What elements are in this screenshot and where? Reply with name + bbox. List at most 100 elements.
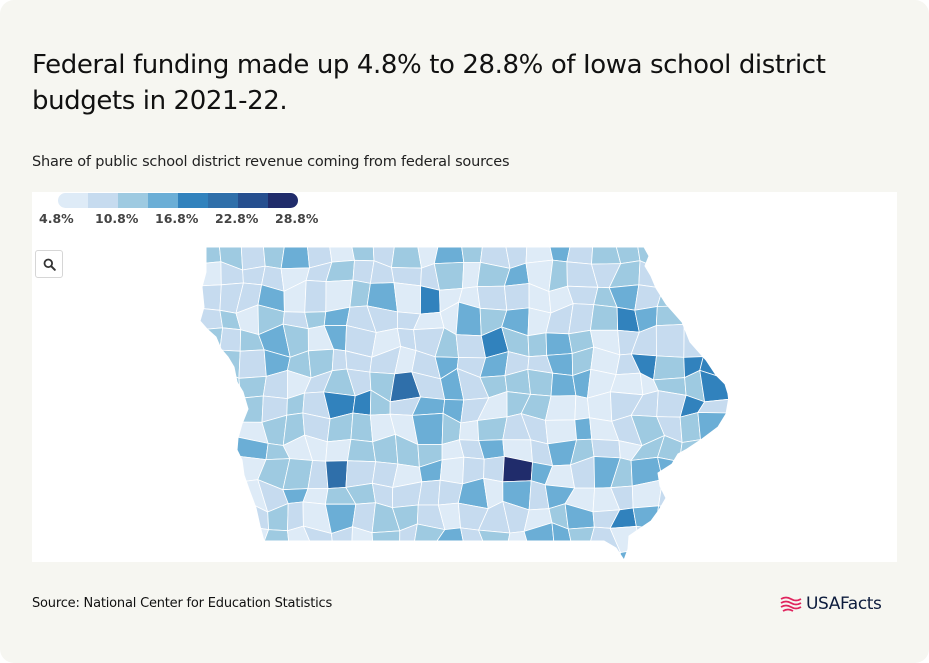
district-region[interactable] — [749, 544, 769, 562]
district-region[interactable] — [545, 332, 573, 356]
district-region[interactable] — [654, 522, 687, 555]
district-region[interactable] — [221, 524, 240, 550]
district-region[interactable] — [527, 332, 548, 358]
district-region[interactable] — [699, 369, 729, 403]
district-region[interactable] — [726, 373, 746, 400]
district-region[interactable] — [747, 308, 769, 332]
district-region[interactable] — [718, 543, 752, 562]
district-region[interactable] — [214, 435, 238, 467]
district-region[interactable] — [219, 349, 241, 379]
district-region[interactable] — [433, 261, 465, 291]
district-region[interactable] — [675, 552, 704, 562]
district-region[interactable] — [568, 303, 595, 335]
district-region[interactable] — [681, 482, 709, 513]
district-region[interactable] — [371, 530, 401, 557]
district-region[interactable] — [197, 505, 225, 531]
district-region[interactable] — [331, 348, 348, 372]
district-region[interactable] — [685, 522, 706, 556]
district-region[interactable] — [347, 438, 377, 463]
district-region[interactable] — [197, 547, 224, 562]
district-region[interactable] — [677, 285, 710, 309]
district-region[interactable] — [325, 438, 352, 462]
district-region[interactable] — [703, 455, 726, 489]
district-region[interactable] — [653, 355, 686, 381]
district-region[interactable] — [697, 285, 730, 311]
district-region[interactable] — [697, 552, 728, 562]
district-region[interactable] — [413, 544, 440, 562]
district-region[interactable] — [744, 330, 769, 357]
district-region[interactable] — [752, 528, 769, 550]
district-region[interactable] — [221, 397, 242, 423]
district-region[interactable] — [707, 484, 731, 502]
district-region[interactable] — [238, 525, 270, 550]
district-region[interactable] — [461, 547, 487, 563]
district-region[interactable] — [303, 546, 335, 562]
district-region[interactable] — [197, 477, 222, 511]
district-region[interactable] — [458, 420, 480, 441]
district-region[interactable] — [747, 242, 769, 264]
district-region[interactable] — [720, 487, 749, 511]
district-region[interactable] — [260, 544, 290, 562]
district-region[interactable] — [702, 242, 728, 269]
district-region[interactable] — [197, 461, 221, 485]
district-region[interactable] — [566, 242, 594, 265]
district-region[interactable] — [460, 242, 484, 263]
district-region[interactable] — [197, 435, 224, 467]
district-region[interactable] — [746, 393, 769, 424]
district-region[interactable] — [719, 412, 748, 445]
district-region[interactable] — [728, 392, 748, 424]
district-region[interactable] — [240, 242, 266, 271]
district-region[interactable] — [197, 370, 226, 399]
district-region[interactable] — [652, 552, 687, 562]
district-region[interactable] — [325, 460, 348, 489]
district-region[interactable] — [477, 416, 508, 441]
district-region[interactable] — [720, 327, 749, 358]
district-region[interactable] — [657, 261, 686, 290]
district-region[interactable] — [635, 525, 665, 555]
district-region[interactable] — [656, 287, 679, 307]
district-region[interactable] — [572, 543, 595, 562]
district-region[interactable] — [744, 435, 769, 462]
district-region[interactable] — [238, 375, 267, 399]
district-region[interactable] — [721, 455, 752, 490]
district-region[interactable] — [724, 242, 748, 260]
district-region[interactable] — [719, 500, 752, 532]
district-region[interactable] — [609, 525, 641, 554]
district-region[interactable] — [747, 286, 769, 312]
district-region[interactable] — [304, 279, 327, 313]
district-region[interactable] — [420, 285, 441, 315]
district-region[interactable] — [702, 258, 728, 288]
district-region[interactable] — [658, 479, 688, 513]
district-region[interactable] — [479, 546, 508, 562]
district-region[interactable] — [350, 412, 374, 443]
district-region[interactable] — [574, 417, 593, 441]
district-region[interactable] — [527, 368, 554, 397]
district-region[interactable] — [325, 279, 354, 313]
district-region[interactable] — [483, 455, 505, 483]
district-region[interactable] — [657, 242, 686, 270]
district-region[interactable] — [505, 546, 531, 562]
district-region[interactable] — [477, 529, 511, 549]
district-region[interactable] — [609, 372, 644, 396]
district-region[interactable] — [744, 352, 769, 374]
district-region[interactable] — [221, 411, 237, 438]
district-region[interactable] — [744, 484, 769, 509]
district-region[interactable] — [214, 455, 240, 483]
map-panel[interactable]: 4.8% 10.8% 16.8% 22.8% 28.8% — [32, 192, 897, 562]
district-region[interactable] — [197, 349, 224, 375]
district-region[interactable] — [433, 242, 465, 265]
district-region[interactable] — [197, 242, 222, 265]
district-region[interactable] — [746, 374, 769, 396]
district-region[interactable] — [700, 439, 726, 467]
district-region[interactable] — [638, 260, 664, 289]
district-region[interactable] — [720, 286, 749, 313]
district-region[interactable] — [704, 499, 730, 533]
district-region[interactable] — [545, 546, 577, 562]
district-region[interactable] — [433, 545, 465, 562]
district-region[interactable] — [302, 488, 329, 505]
district-region[interactable] — [744, 456, 769, 489]
district-region[interactable] — [677, 261, 710, 290]
district-region[interactable] — [678, 461, 709, 486]
district-region[interactable] — [197, 527, 225, 551]
district-region[interactable] — [238, 349, 267, 379]
